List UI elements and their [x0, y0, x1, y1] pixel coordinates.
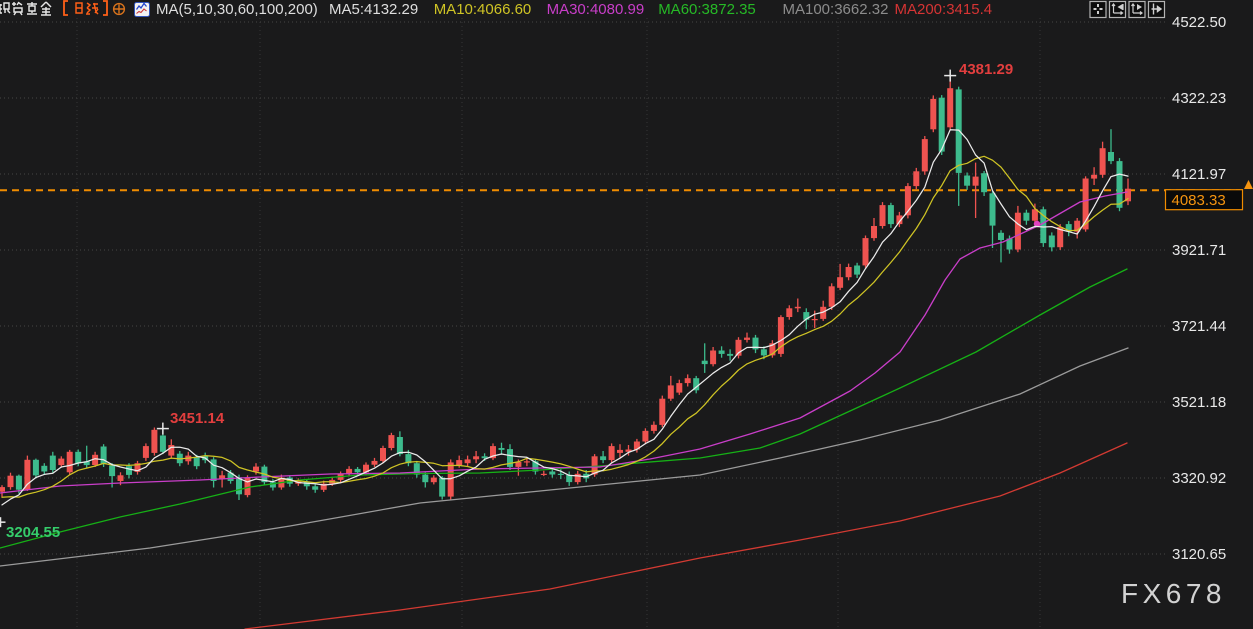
svg-text:4322.23: 4322.23	[1172, 90, 1226, 107]
svg-text:MA5:4132.29: MA5:4132.29	[329, 1, 418, 18]
svg-text:3921.71: 3921.71	[1172, 242, 1226, 259]
svg-text:3721.44: 3721.44	[1172, 318, 1226, 335]
svg-text:4381.29: 4381.29	[959, 61, 1013, 78]
svg-text:MA30:4080.99: MA30:4080.99	[547, 1, 645, 18]
svg-text:3320.92: 3320.92	[1172, 470, 1226, 487]
svg-text:3451.14: 3451.14	[170, 410, 225, 427]
svg-text:3120.65: 3120.65	[1172, 546, 1226, 563]
svg-text:3204.55: 3204.55	[6, 524, 60, 541]
svg-text:MA(5,10,30,60,100,200): MA(5,10,30,60,100,200)	[156, 1, 318, 18]
svg-text:MA100:3662.32: MA100:3662.32	[783, 1, 889, 18]
svg-text:3521.18: 3521.18	[1172, 394, 1226, 411]
svg-text:4083.33: 4083.33	[1172, 192, 1226, 209]
svg-text:MA10:4066.60: MA10:4066.60	[434, 1, 532, 18]
svg-text:4522.50: 4522.50	[1172, 14, 1226, 31]
svg-text:4121.97: 4121.97	[1172, 166, 1226, 183]
svg-text:MA60:3872.35: MA60:3872.35	[658, 1, 756, 18]
svg-text:MA200:3415.4: MA200:3415.4	[895, 1, 993, 18]
svg-text:FX678: FX678	[1121, 578, 1226, 609]
